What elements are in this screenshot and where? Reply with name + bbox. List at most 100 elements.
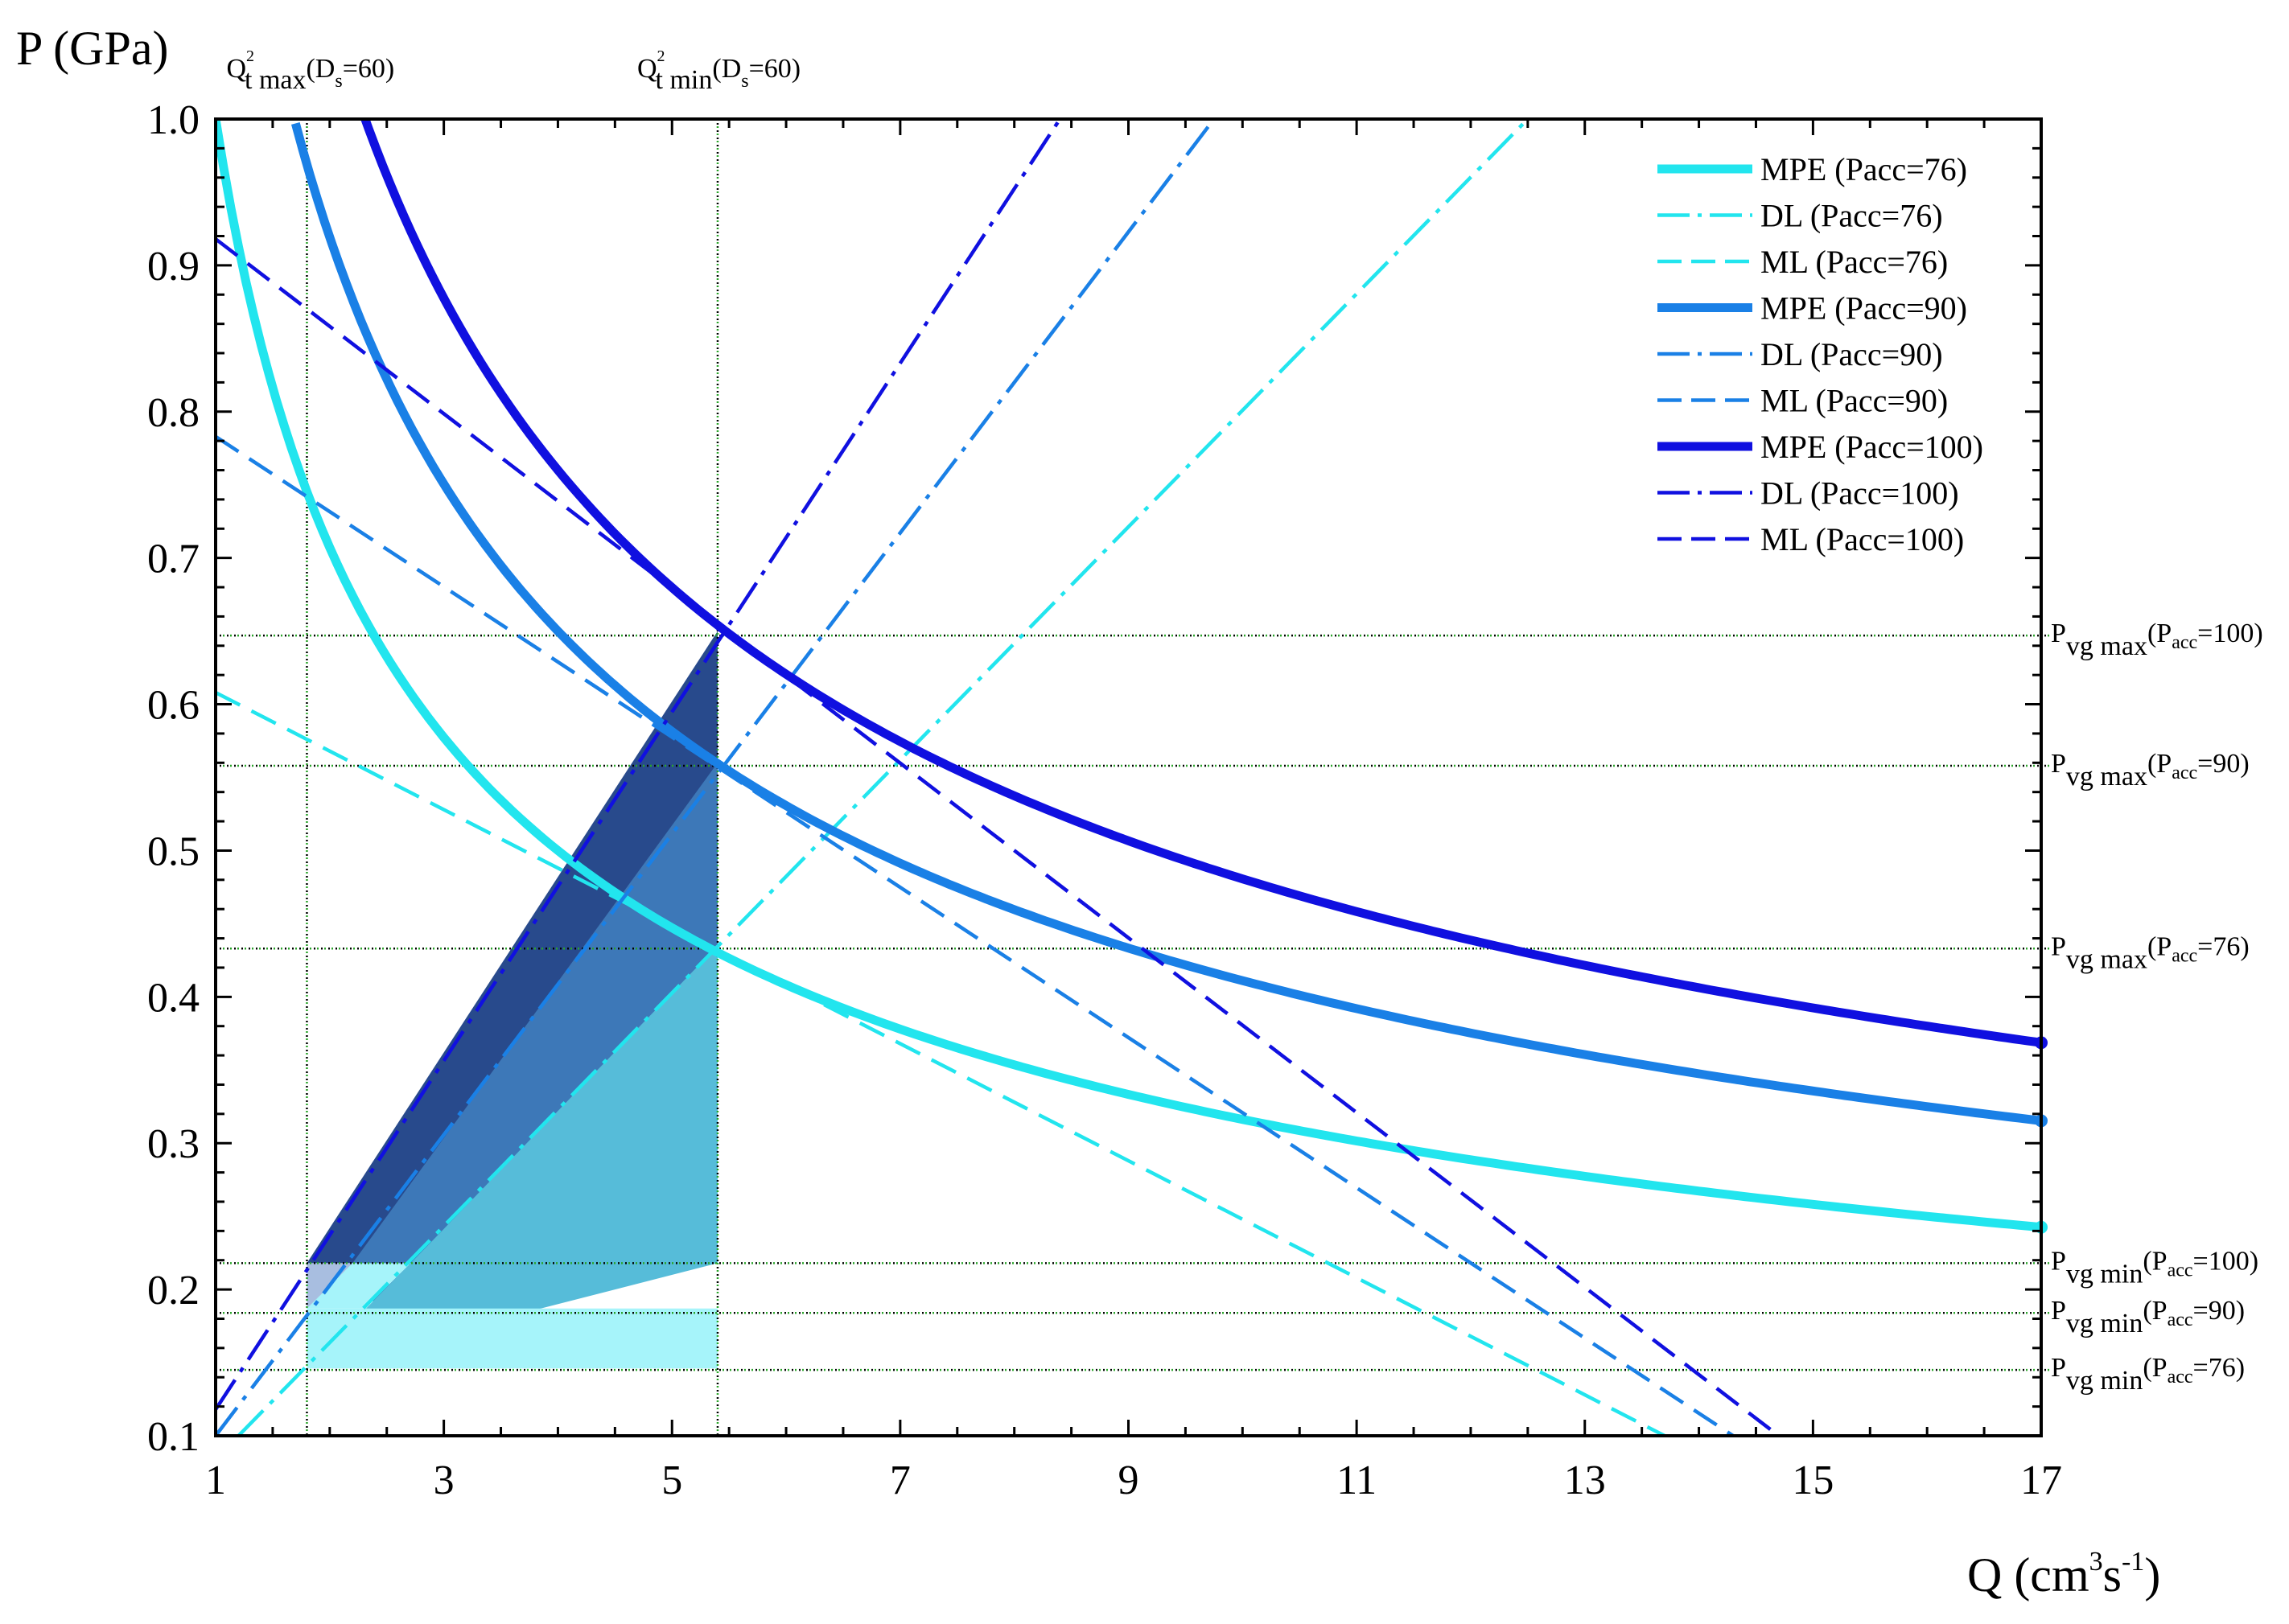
y-tick-label: 0.7	[147, 537, 200, 582]
guide-label-main: P	[2051, 1296, 2066, 1326]
legend: MPE (Pacc=76) DL (Pacc=76) ML (Pacc=76) MPE…	[1657, 151, 1983, 557]
legend-label-1: DL (Pacc=76)	[1760, 198, 1943, 234]
x-tick-label: 17	[2020, 1457, 2062, 1503]
legend-label-7: DL (Pacc=100)	[1760, 475, 1959, 512]
guide-label-sub2: acc	[2172, 632, 2197, 653]
y-tick-label: 1.0	[147, 97, 200, 143]
guide-label-end: =100)	[2197, 619, 2263, 648]
series-line-5	[216, 434, 1735, 1436]
guide-label-paren: (P	[2147, 749, 2172, 779]
fill-region-3	[307, 1263, 353, 1309]
guide-label-sub2: acc	[2172, 945, 2197, 966]
legend-label-3: MPE (Pacc=90)	[1760, 290, 1967, 327]
x-axis-title: Q (cm3s-1)	[1967, 1547, 2160, 1601]
guide-label-main: P	[2051, 931, 2066, 961]
series-line-3	[290, 121, 2041, 1125]
vertical-guide-label-0: Q2 t max(Ds=60)	[226, 47, 394, 95]
x-tick-label: 1	[205, 1457, 226, 1503]
guide-label-sub: vg min	[2066, 1309, 2143, 1338]
x-axis-title-end: )	[2144, 1548, 2160, 1601]
guide-label-end: =76)	[2193, 1353, 2246, 1383]
y-axis-title: P (GPa)	[16, 22, 168, 75]
guide-label-end: =100)	[2193, 1246, 2259, 1276]
guide-label-sub: vg min	[2066, 1259, 2143, 1289]
y-tick-label: 0.8	[147, 390, 200, 436]
legend-label-0: MPE (Pacc=76)	[1760, 151, 1967, 187]
guide-label-sub2: s	[741, 71, 748, 92]
guide-label-paren: (D	[306, 54, 335, 84]
vertical-guide-label-1: Q2 t min(Ds=60)	[637, 47, 801, 95]
x-tick-label: 5	[661, 1457, 682, 1503]
x-tick-label: 9	[1118, 1457, 1139, 1503]
y-tick-label: 0.2	[147, 1268, 200, 1314]
legend-label-4: DL (Pacc=90)	[1760, 336, 1943, 372]
guide-lines	[216, 119, 2049, 1436]
y-tick-label: 0.9	[147, 244, 200, 290]
series-line-4	[216, 119, 1216, 1436]
y-tick-label: 0.4	[147, 975, 200, 1021]
guide-label-sub: vg max	[2066, 762, 2147, 791]
tick-labels: 1 3 5 7 9 11 13 15 170.10.20.30.40.50.60.70.80.9…	[147, 97, 2062, 1503]
x-tick-label: 13	[1564, 1457, 1606, 1503]
guide-label-end: =76)	[2197, 931, 2250, 961]
guide-label-main: Q	[226, 54, 246, 84]
guide-label-sub: vg max	[2066, 631, 2147, 661]
fill-region-4	[307, 1263, 411, 1309]
guide-label-sub: t max	[245, 65, 306, 95]
series-line-6	[360, 119, 2041, 1047]
guide-label-main: P	[2051, 1353, 2066, 1383]
x-tick-label: 15	[1792, 1457, 1834, 1503]
guide-label-sub2: acc	[2172, 763, 2197, 783]
y-tick-label: 0.3	[147, 1121, 200, 1167]
guide-label-sub2: acc	[2168, 1260, 2193, 1281]
x-axis-title-sup1: 3	[2089, 1547, 2103, 1577]
x-tick-label: 3	[434, 1457, 455, 1503]
guide-label-paren: (D	[712, 54, 741, 84]
guide-label-sub: t min	[656, 65, 713, 95]
guide-label-paren: (P	[2147, 619, 2172, 648]
legend-label-8: ML (Pacc=100)	[1760, 521, 1964, 557]
guide-label-paren: (P	[2143, 1296, 2167, 1326]
horizontal-guide-label-2: Pvg max(Pacc=76)	[2051, 931, 2250, 974]
x-tick-label: 7	[890, 1457, 911, 1503]
guide-label-paren: (P	[2147, 931, 2172, 961]
y-tick-label: 0.1	[147, 1414, 200, 1460]
guide-label-end: =90)	[2197, 749, 2250, 779]
guide-label-main: Q	[637, 54, 657, 84]
series-line-0	[216, 119, 2041, 1232]
horizontal-guide-label-4: Pvg min(Pacc=90)	[2051, 1296, 2245, 1338]
x-axis-title-base: Q (cm	[1967, 1548, 2089, 1601]
series-line-7	[216, 119, 1062, 1411]
guide-label-sub2: acc	[2168, 1367, 2193, 1388]
axis-ticks	[214, 117, 2043, 1437]
guide-label-paren: (P	[2143, 1246, 2167, 1276]
series-line-2	[216, 690, 1666, 1436]
guide-label-sub2: acc	[2168, 1309, 2193, 1330]
guide-label-end: =90)	[2193, 1296, 2246, 1326]
legend-label-2: ML (Pacc=76)	[1760, 244, 1948, 280]
guide-label-sub2: s	[335, 71, 342, 92]
legend-label-5: ML (Pacc=90)	[1760, 383, 1948, 419]
x-tick-label: 11	[1336, 1457, 1377, 1503]
series-line-1	[237, 119, 1529, 1436]
y-tick-label: 0.5	[147, 828, 200, 874]
guide-label-end: =60)	[749, 54, 801, 84]
series-line-8	[216, 237, 1781, 1436]
horizontal-guide-label-3: Pvg min(Pacc=100)	[2051, 1246, 2258, 1289]
guide-label-main: P	[2051, 619, 2066, 648]
series-lines	[216, 119, 2041, 1436]
guide-label-sup: 2	[246, 47, 254, 65]
horizontal-guide-label-5: Pvg min(Pacc=76)	[2051, 1353, 2245, 1396]
horizontal-guide-label-1: Pvg max(Pacc=90)	[2051, 749, 2250, 791]
guide-annotations: Q2 t max(Ds=60) Q2 t min(Ds=60)Pvg max(Pacc…	[226, 47, 2262, 1396]
x-axis-title-sup2: -1	[2122, 1547, 2144, 1577]
guide-label-main: P	[2051, 749, 2066, 779]
guide-label-sub: vg min	[2066, 1366, 2143, 1396]
legend-label-6: MPE (Pacc=100)	[1760, 429, 1983, 465]
guide-label-main: P	[2051, 1246, 2066, 1276]
x-axis-title-mid: s	[2103, 1548, 2122, 1601]
guide-label-sup: 2	[657, 47, 665, 65]
fill-region-5	[307, 1308, 718, 1369]
guide-label-sub: vg max	[2066, 944, 2147, 974]
